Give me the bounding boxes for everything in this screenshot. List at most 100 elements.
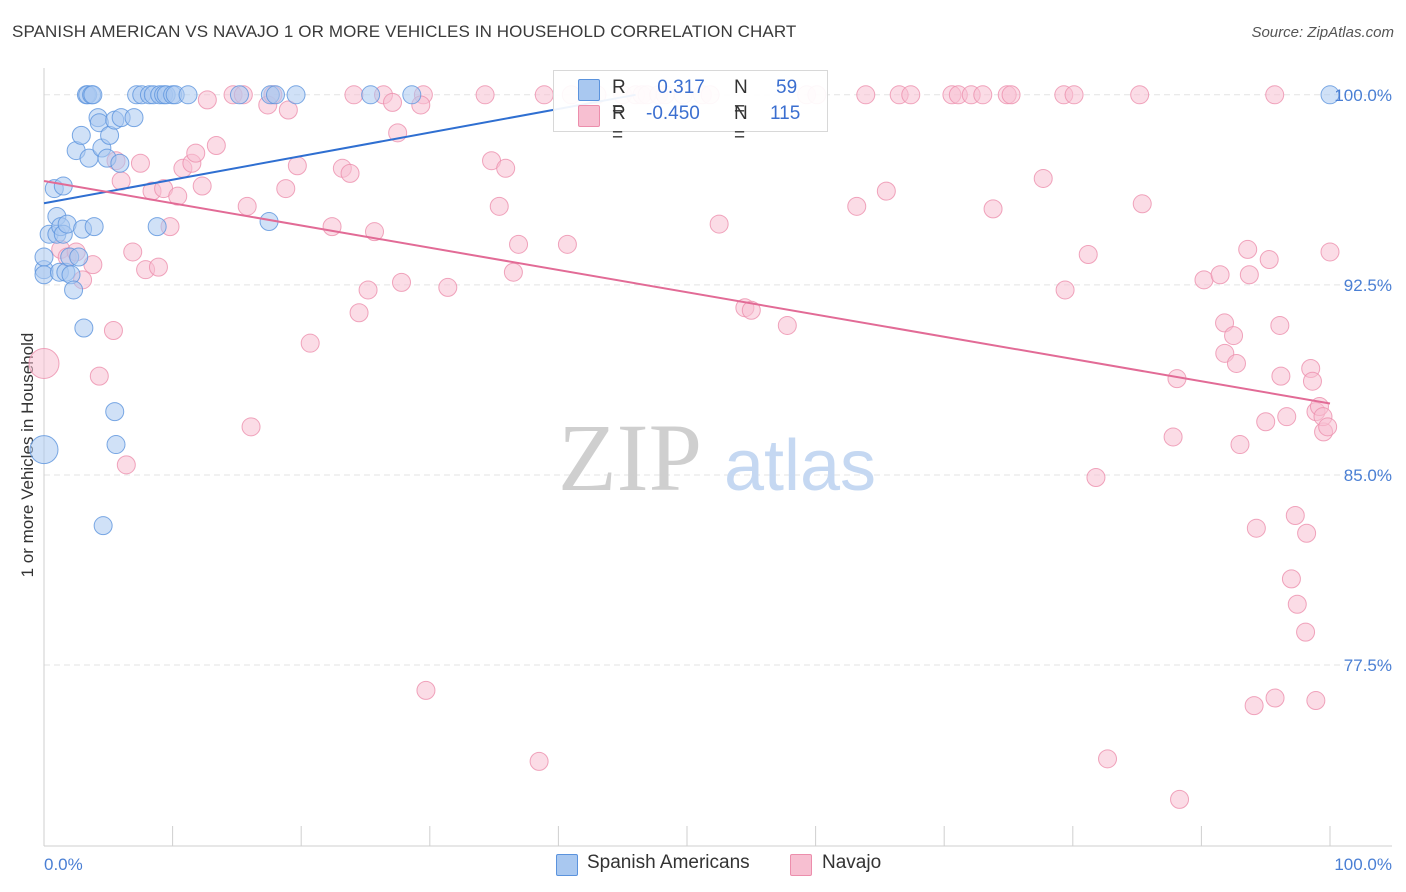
navajo-point xyxy=(529,751,549,771)
spanish-american-point xyxy=(93,516,113,536)
navajo-trend-line xyxy=(43,179,1331,405)
spanish-american-point xyxy=(110,153,130,173)
spanish-american-points xyxy=(29,85,1340,536)
navajo-point xyxy=(741,300,761,320)
navajo-point xyxy=(1033,168,1053,188)
navajo-point xyxy=(148,257,168,277)
navajo-point xyxy=(1078,244,1098,264)
bottom-legend-label: Spanish Americans xyxy=(587,852,750,873)
navajo-point xyxy=(1281,569,1301,589)
navajo-point xyxy=(1194,270,1214,290)
legend-swatch-blue xyxy=(578,79,600,101)
spanish-american-point xyxy=(64,280,84,300)
source-label: Source: ZipAtlas.com xyxy=(1251,24,1394,41)
navajo-point xyxy=(1246,518,1266,538)
navajo-point xyxy=(1287,594,1307,614)
legend-r-value: 0.317 xyxy=(652,77,705,98)
navajo-point xyxy=(197,90,217,110)
legend-n-label: N = xyxy=(734,77,748,120)
navajo-point xyxy=(1296,622,1316,642)
chart-title: SPANISH AMERICAN VS NAVAJO 1 OR MORE VEH… xyxy=(12,22,797,41)
navajo-point xyxy=(1285,506,1305,526)
x-tick-label: 100.0% xyxy=(1334,855,1392,874)
navajo-point xyxy=(192,176,212,196)
y-tick-label: 85.0% xyxy=(1344,466,1392,485)
navajo-point xyxy=(358,280,378,300)
navajo-point xyxy=(206,135,226,155)
navajo-point xyxy=(1277,407,1297,427)
navajo-point xyxy=(1270,315,1290,335)
spanish-american-point xyxy=(84,217,104,237)
navajo-point xyxy=(973,85,993,105)
y-tick-label: 92.5% xyxy=(1344,276,1392,295)
spanish-american-trend-line xyxy=(43,93,636,205)
x-tick-label: 0.0% xyxy=(44,855,83,874)
spanish-american-point xyxy=(69,247,89,267)
watermark-atlas: atlas xyxy=(724,426,876,506)
spanish-american-point xyxy=(286,85,306,105)
navajo-point xyxy=(856,85,876,105)
watermark: ZIP atlas xyxy=(558,404,876,511)
navajo-point xyxy=(847,196,867,216)
navajo-point xyxy=(237,196,257,216)
spanish-american-point xyxy=(229,85,249,105)
navajo-point xyxy=(416,680,436,700)
navajo-point xyxy=(1086,468,1106,488)
navajo-point xyxy=(1230,435,1250,455)
navajo-point xyxy=(1226,353,1246,373)
bottom-legend-swatch-pink xyxy=(790,854,812,876)
spanish-american-point xyxy=(74,318,94,338)
navajo-point xyxy=(496,158,516,178)
navajo-point xyxy=(475,85,495,105)
navajo-point xyxy=(1265,85,1285,105)
navajo-point xyxy=(130,153,150,173)
spanish-american-point xyxy=(83,85,103,105)
navajo-point xyxy=(1297,523,1317,543)
navajo-point xyxy=(709,214,729,234)
bottom-legend-swatch-blue xyxy=(556,854,578,876)
navajo-point xyxy=(1064,85,1084,105)
watermark-zip: ZIP xyxy=(558,404,702,511)
legend-n-value: 115 xyxy=(770,103,801,124)
legend-r-value: -0.450 xyxy=(646,103,700,124)
spanish-american-point xyxy=(265,85,285,105)
navajo-point xyxy=(1098,749,1118,769)
navajo-point xyxy=(168,186,188,206)
navajo-point xyxy=(1132,194,1152,214)
navajo-point xyxy=(901,85,921,105)
navajo-point xyxy=(503,262,523,282)
navajo-point xyxy=(276,179,296,199)
navajo-point xyxy=(1224,326,1244,346)
legend-swatch-pink xyxy=(578,105,600,127)
spanish-american-point xyxy=(124,108,144,128)
navajo-point xyxy=(983,199,1003,219)
legend-n-value: 59 xyxy=(776,77,798,98)
spanish-american-point xyxy=(402,85,422,105)
trend-lines xyxy=(43,93,1331,405)
navajo-point xyxy=(1306,691,1326,711)
navajo-point xyxy=(1210,265,1230,285)
navajo-point xyxy=(349,303,369,323)
navajo-point xyxy=(89,366,109,386)
navajo-point xyxy=(1130,85,1150,105)
navajo-point xyxy=(103,321,123,341)
navajo-point xyxy=(344,85,364,105)
navajo-point xyxy=(1239,265,1259,285)
navajo-point xyxy=(278,100,298,120)
legend-n-label: N = xyxy=(734,103,748,146)
navajo-point xyxy=(1001,85,1021,105)
navajo-point xyxy=(1271,366,1291,386)
navajo-point xyxy=(509,234,529,254)
tick-labels: 100.0% 92.5% 85.0% 77.5% 0.0% 100.0% xyxy=(44,86,1392,874)
legend-r-label: R = xyxy=(612,77,626,120)
spanish-american-point xyxy=(1320,85,1340,105)
spanish-american-point xyxy=(361,85,381,105)
navajo-point xyxy=(1238,239,1258,259)
legend-r-label: R = xyxy=(612,103,626,146)
spanish-american-point xyxy=(34,247,54,267)
navajo-point xyxy=(1170,789,1190,809)
navajo-point xyxy=(116,455,136,475)
navajo-point xyxy=(28,347,60,379)
navajo-point xyxy=(1163,427,1183,447)
